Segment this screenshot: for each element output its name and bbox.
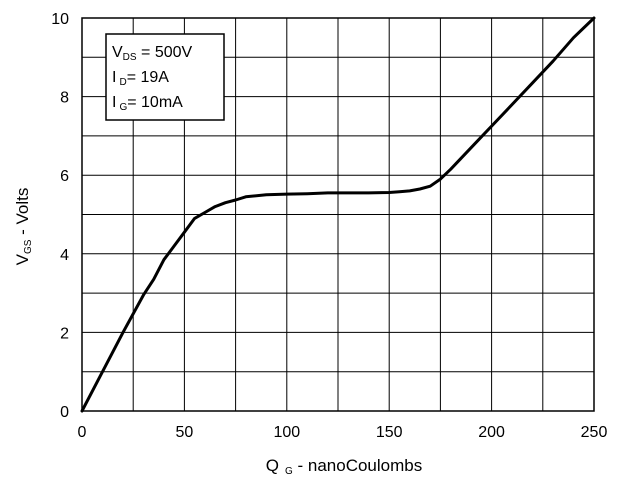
legend-ig-rest: = 10mA [127, 94, 183, 111]
x-axis-label-rest: - nanoCoulombs [293, 456, 422, 475]
legend-ig: I G= 10mA [112, 94, 183, 113]
y-tick-label: 8 [60, 90, 69, 107]
y-tick-label: 2 [60, 325, 69, 342]
y-axis-label: VGS - Volts [13, 188, 34, 266]
legend-id: I D= 19A [112, 69, 169, 88]
x-tick-label: 0 [78, 424, 87, 441]
conditions-legend: VDS = 500V I D= 19A I G= 10mA [105, 33, 225, 121]
x-tick-label: 200 [478, 424, 505, 441]
y-tick-label: 4 [60, 247, 69, 264]
legend-vds-rest: = 500V [137, 44, 193, 61]
x-tick-labels: 0 50 100 150 200 250 [78, 424, 608, 441]
legend-vds-sub: DS [123, 52, 137, 63]
legend-id-main: I [112, 69, 116, 86]
y-axis-label-sub: GS [23, 239, 34, 254]
y-tick-label: 0 [60, 404, 69, 421]
x-tick-label: 50 [176, 424, 194, 441]
x-tick-label: 250 [581, 424, 608, 441]
y-tick-label: 10 [51, 11, 69, 28]
x-tick-label: 150 [376, 424, 403, 441]
y-axis-label-rest: - Volts [13, 188, 32, 240]
x-axis-label-sub: G [285, 466, 293, 477]
legend-ig-sub: G [119, 102, 127, 113]
y-tick-labels: 0 2 4 6 8 10 [51, 11, 69, 421]
chart-grid [82, 18, 594, 411]
legend-vds-main: V [112, 44, 123, 61]
series-layer [80, 16, 596, 413]
plot-frame [81, 17, 595, 412]
legend-box [105, 33, 225, 121]
gate-charge-curve [80, 16, 596, 413]
y-axis-label-main: V [13, 253, 32, 265]
legend-ig-main: I [112, 94, 116, 111]
legend-id-rest: = 19A [127, 69, 170, 86]
y-tick-label: 6 [60, 168, 69, 185]
legend-id-sub: D [119, 77, 126, 88]
legend-vds: VDS = 500V [112, 44, 193, 63]
x-tick-label: 100 [273, 424, 300, 441]
x-axis-label-main: Q [266, 456, 279, 475]
